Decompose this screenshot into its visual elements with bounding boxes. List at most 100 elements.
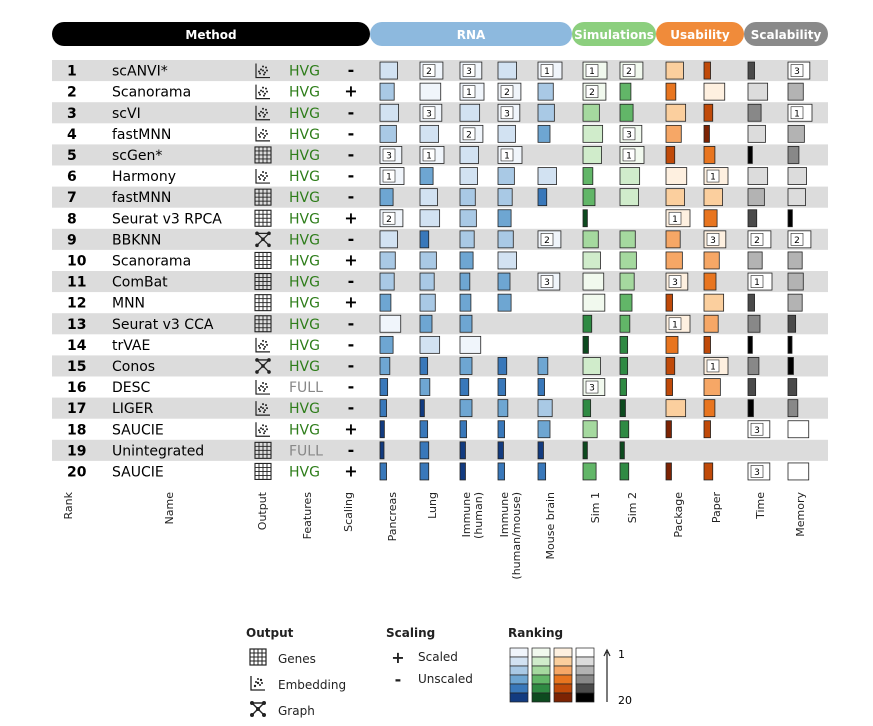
rank-label: 10 xyxy=(67,253,87,269)
embedding-icon-dot xyxy=(264,113,266,116)
metric-bar xyxy=(787,293,803,312)
rank-badge-label: 3 xyxy=(386,151,392,161)
genes-icon xyxy=(254,294,272,312)
ranking-swatch xyxy=(531,692,551,703)
scaling-symbol: - xyxy=(348,356,355,375)
scaling-symbol: - xyxy=(348,61,355,80)
metric-bar xyxy=(747,314,761,333)
metric-bar xyxy=(582,293,606,312)
metric-bar xyxy=(419,314,433,333)
embedding-icon xyxy=(255,63,270,79)
ranking-swatch xyxy=(553,647,573,658)
metric-bar xyxy=(537,378,545,396)
embedding-icon-dot xyxy=(262,424,264,427)
embedding-icon-dot xyxy=(259,93,261,96)
rank-label: 4 xyxy=(67,127,77,143)
metric-bar xyxy=(665,251,683,270)
embedding-icon-dot xyxy=(264,134,266,137)
metric-bar xyxy=(619,378,627,396)
legend-ranking-title: Ranking xyxy=(508,626,564,640)
metric-bar xyxy=(747,188,765,207)
embedding-icon-dot xyxy=(260,89,262,92)
metric-bar xyxy=(619,103,634,122)
metric-bar xyxy=(459,335,482,354)
rank-badge xyxy=(750,465,764,478)
rank-badge-label: 3 xyxy=(626,130,632,140)
rank-label: 1 xyxy=(67,64,77,80)
metric-bar xyxy=(582,420,598,439)
metric-bar xyxy=(582,230,599,249)
legend-genes-label: Genes xyxy=(278,652,316,666)
metric-bar xyxy=(703,293,725,312)
metric-bar xyxy=(419,82,442,101)
metric-bar xyxy=(459,251,474,270)
method-name: scANVI* xyxy=(112,64,168,80)
metric-bar xyxy=(787,462,810,481)
ranking-swatch xyxy=(531,656,551,667)
metric-bar xyxy=(379,378,389,396)
ranking-swatch xyxy=(553,656,573,667)
embedding-icon-dot xyxy=(264,92,266,95)
embedding-icon-dot xyxy=(258,176,260,179)
features-label: FULL xyxy=(289,443,323,459)
embedding-icon-axes xyxy=(255,422,270,437)
features-label: HVG xyxy=(289,190,320,206)
features-label: HVG xyxy=(289,106,320,122)
metric-bar xyxy=(537,420,551,439)
ranking-swatch xyxy=(509,656,529,667)
ranking-swatch xyxy=(531,665,551,676)
method-name: Unintegrated xyxy=(112,443,204,459)
embedding-icon-axes xyxy=(255,169,270,184)
method-name: fastMNN xyxy=(112,127,171,143)
metric-bar xyxy=(582,314,593,333)
metric-bar xyxy=(787,167,807,185)
rank-label: 16 xyxy=(67,380,86,396)
metric-bar xyxy=(747,146,753,164)
rank-label: 6 xyxy=(67,169,77,185)
embedding-icon-dot xyxy=(262,69,264,72)
rank-badge-label: 2 xyxy=(626,67,632,77)
metric-bar xyxy=(703,378,721,396)
metric-bar xyxy=(537,399,553,418)
embedding-icon-dot xyxy=(258,344,260,347)
metric-bar xyxy=(619,420,630,439)
ranking-arrow-icon xyxy=(603,648,611,702)
features-label: HVG xyxy=(289,211,320,227)
rank-label: 18 xyxy=(67,422,86,438)
rank-badge xyxy=(585,380,599,394)
scaling-symbol: - xyxy=(348,187,355,206)
embedding-icon-dot xyxy=(262,407,264,410)
embedding-icon-axes xyxy=(255,380,270,395)
column-label-name: Name xyxy=(163,492,176,525)
scaling-symbol: + xyxy=(344,250,357,269)
metric-bar xyxy=(419,167,434,185)
metric-bar xyxy=(703,61,711,80)
metric-bar xyxy=(665,167,688,185)
scaling-symbol: - xyxy=(348,103,355,122)
metric-bar xyxy=(619,399,626,418)
metric-bar xyxy=(537,188,548,207)
embedding-icon-dot xyxy=(266,90,268,93)
metric-bar xyxy=(419,124,439,143)
column-label-immune_hm: Immune xyxy=(498,492,511,538)
metric-bar xyxy=(459,314,473,333)
metric-bar xyxy=(497,420,505,439)
metric-bar xyxy=(703,146,716,164)
legend-scaling-title: Scaling xyxy=(386,626,436,640)
embedding-icon-dot xyxy=(259,346,261,349)
rank-label: 8 xyxy=(67,211,77,227)
metric-bar xyxy=(537,167,557,185)
scaling-symbol: + xyxy=(344,419,357,438)
metric-bar xyxy=(787,357,794,375)
rank-label: 3 xyxy=(67,106,77,122)
rank-badge xyxy=(706,233,720,246)
metric-bar xyxy=(497,378,507,396)
metric-bar xyxy=(379,314,402,333)
metric-bar xyxy=(379,251,396,270)
features-label: HVG xyxy=(289,253,320,269)
legend-output-title: Output xyxy=(246,626,294,640)
method-name: SAUCIE xyxy=(112,464,164,480)
genes-icon xyxy=(254,272,272,291)
graph-icon-node xyxy=(255,358,259,362)
metric-bar xyxy=(703,462,714,481)
